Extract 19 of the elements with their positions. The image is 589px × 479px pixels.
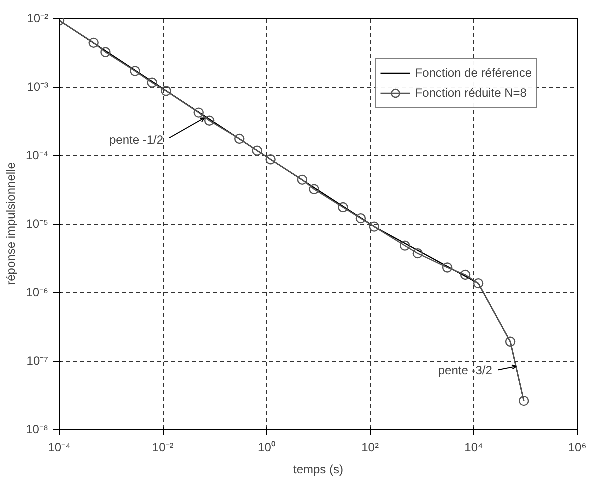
y-tick-label: 10⁻³ — [27, 80, 49, 94]
x-tick-label: 10⁴ — [464, 440, 484, 454]
x-tick-label: 10² — [362, 440, 379, 454]
x-tick-label: 10⁻⁴ — [48, 440, 71, 454]
y-tick-label: 10⁻⁴ — [26, 148, 49, 162]
legend-label: Fonction réduite N=8 — [415, 86, 527, 100]
x-tick-label: 10⁻² — [152, 440, 174, 454]
legend-label: Fonction de référence — [415, 66, 532, 80]
x-tick-label: 10⁰ — [258, 440, 276, 454]
x-axis-title: temps (s) — [294, 462, 344, 476]
x-tick-label: 10⁶ — [568, 440, 587, 454]
annotation: pente -3/2 — [438, 364, 493, 378]
y-tick-label: 10⁻⁸ — [26, 422, 49, 436]
y-tick-label: 10⁻⁵ — [26, 217, 49, 231]
annotation: pente -1/2 — [110, 133, 164, 148]
y-tick-label: 10⁻⁷ — [26, 354, 49, 368]
y-tick-label: 10⁻⁶ — [26, 286, 49, 300]
y-axis-title: réponse impulsionnelle — [4, 162, 18, 286]
y-tick-label: 10⁻² — [27, 12, 49, 26]
